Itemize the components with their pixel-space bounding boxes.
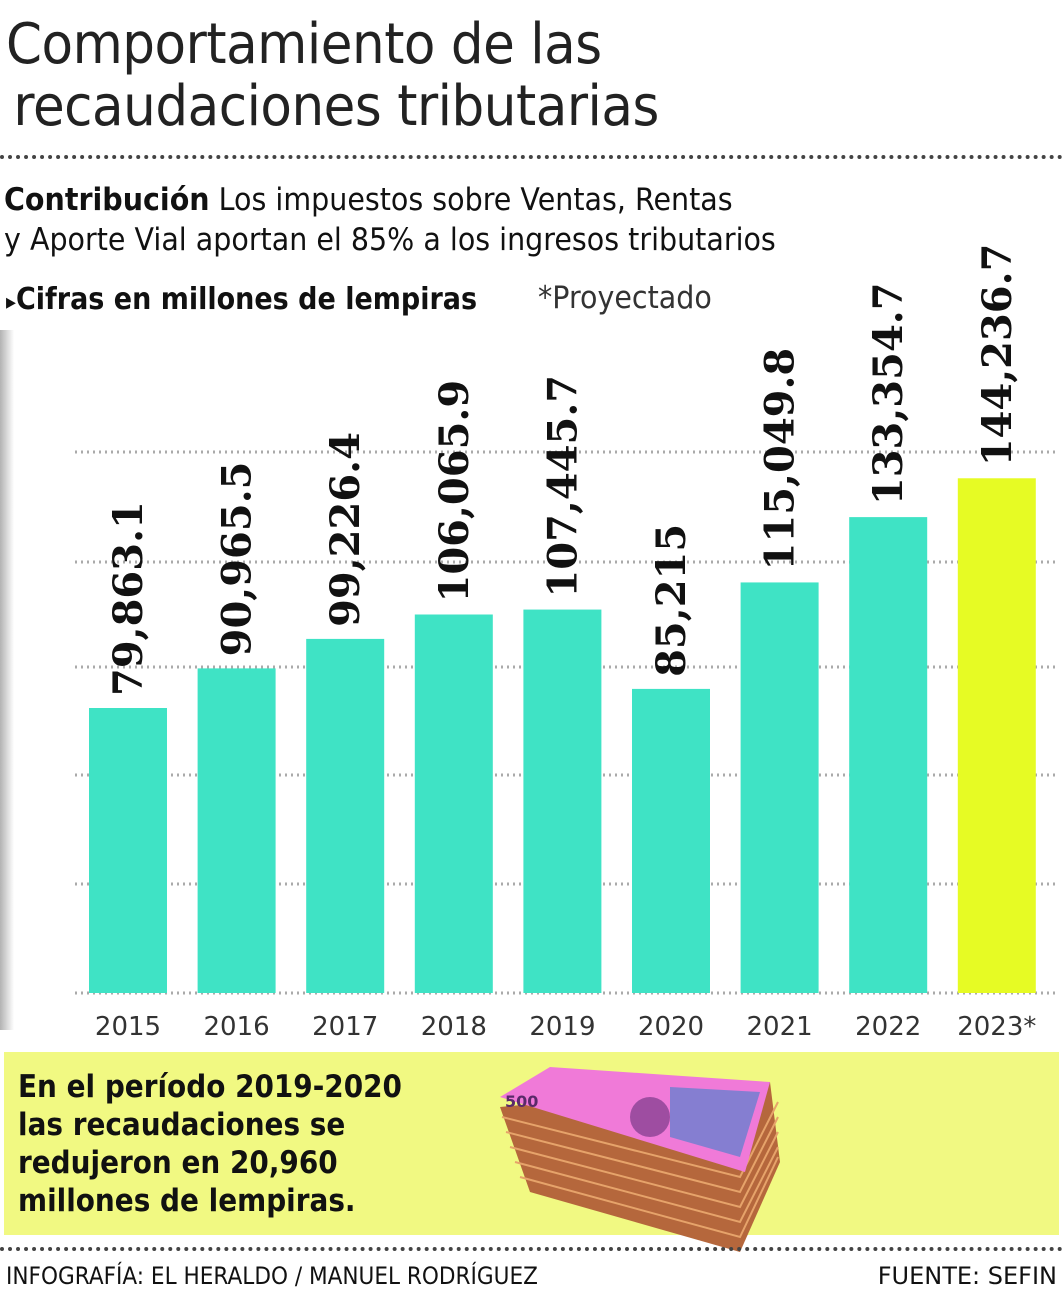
x-tick-label: 2015	[95, 1012, 161, 1042]
bar-2019	[523, 609, 602, 993]
callout-line: millones de lempiras.	[18, 1183, 356, 1219]
data-label: 90,965.5	[214, 462, 261, 657]
page-fold-shadow	[0, 330, 14, 1030]
callout-line: En el período 2019-2020	[18, 1069, 402, 1105]
bar-2017	[306, 638, 385, 993]
svg-text:500: 500	[505, 1092, 538, 1111]
data-label: 79,863.1	[105, 501, 152, 696]
bar-2018	[414, 614, 493, 993]
bar-chart: 79,863.1 2015 90,965.5 2016 99,226.4 2017 106,…	[75, 244, 1055, 1042]
data-label: 133,354.7	[865, 282, 912, 505]
units-label: ▸Cifras en millones de lempiras	[6, 282, 477, 317]
data-label: 115,049.8	[757, 348, 804, 571]
bar-2022	[849, 517, 928, 993]
data-label: 144,236.7	[974, 244, 1021, 467]
data-label: 85,215	[648, 524, 695, 677]
subtitle-line-1: Los impuestos sobre Ventas, Rentas	[209, 182, 733, 218]
subtitle: Contribución Los impuestos sobre Ventas,…	[4, 180, 776, 260]
x-tick-label: 2021	[747, 1012, 813, 1042]
bar-2015	[89, 708, 167, 993]
x-tick-label: 2016	[204, 1012, 270, 1042]
page-title: Comportamiento de las recaudaciones trib…	[6, 14, 659, 138]
money-stack-image: 500	[500, 1067, 780, 1252]
x-tick-label: 2019	[529, 1012, 595, 1042]
x-tick-label: 2023*	[957, 1012, 1036, 1042]
callout-text: En el período 2019-2020 las recaudacione…	[18, 1068, 402, 1220]
x-tick-label: 2017	[312, 1012, 378, 1042]
subtitle-bold: Contribución	[4, 182, 210, 218]
bar-2021	[740, 582, 819, 993]
source: FUENTE: SEFIN	[877, 1262, 1057, 1290]
title-line-1: Comportamiento de las	[6, 12, 602, 77]
units-text: Cifras en millones de lempiras	[15, 282, 478, 317]
bar-2020	[632, 688, 710, 993]
data-label: 106,065.9	[431, 380, 478, 603]
data-label: 107,445.7	[539, 375, 586, 598]
credit: INFOGRAFÍA: EL HERALDO / MANUEL RODRÍGUE…	[6, 1262, 538, 1290]
x-tick-label: 2018	[421, 1012, 487, 1042]
bar-2016	[197, 668, 276, 993]
bar-2023*	[957, 478, 1036, 993]
triangle-marker-icon: ▸	[6, 290, 16, 315]
callout-line: las recaudaciones se	[18, 1107, 346, 1143]
footer-divider	[0, 1247, 1063, 1251]
title-line-2: recaudaciones tributarias	[13, 74, 659, 139]
x-tick-label: 2022	[855, 1012, 921, 1042]
x-tick-label: 2020	[638, 1012, 704, 1042]
data-label: 99,226.4	[322, 432, 369, 627]
subtitle-line-2: y Aporte Vial aportan el 85% a los ingre…	[4, 222, 776, 258]
divider	[0, 155, 1063, 159]
callout-line: redujeron en 20,960	[18, 1145, 338, 1181]
projected-note: *Proyectado	[538, 280, 712, 316]
